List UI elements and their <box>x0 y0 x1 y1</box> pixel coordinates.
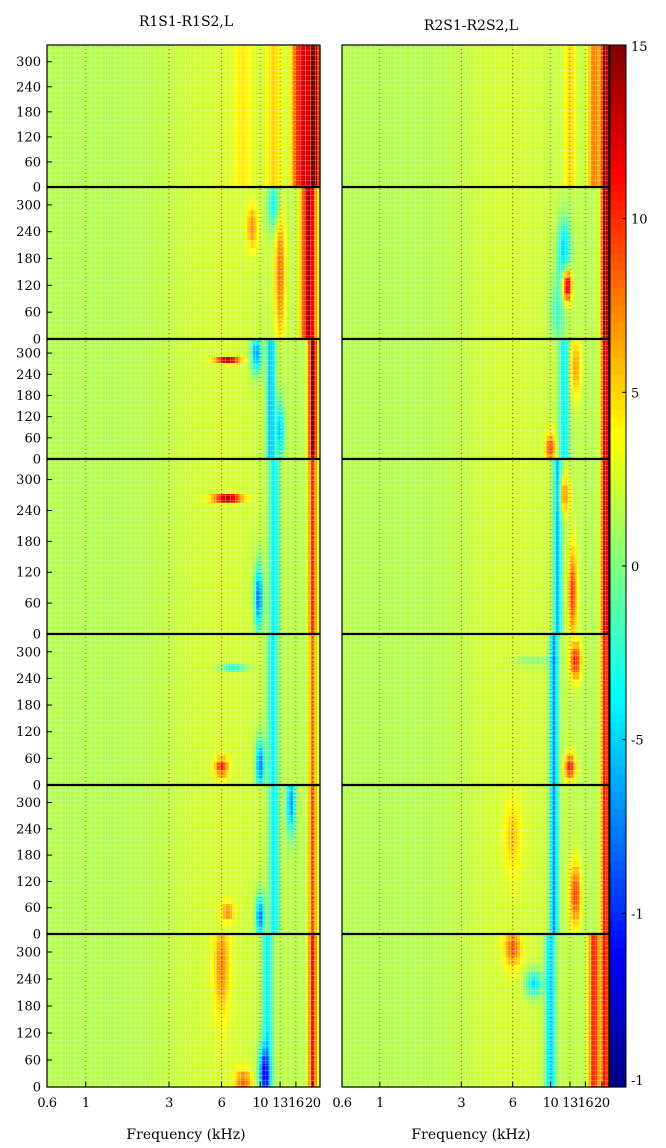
panel-left-title: R1S1-R1S2,L <box>139 14 233 30</box>
panel-left: R1S1-R1S2,L 0.6 1 3 6 10 13 16 20 0601201802403… <box>16 14 321 1143</box>
